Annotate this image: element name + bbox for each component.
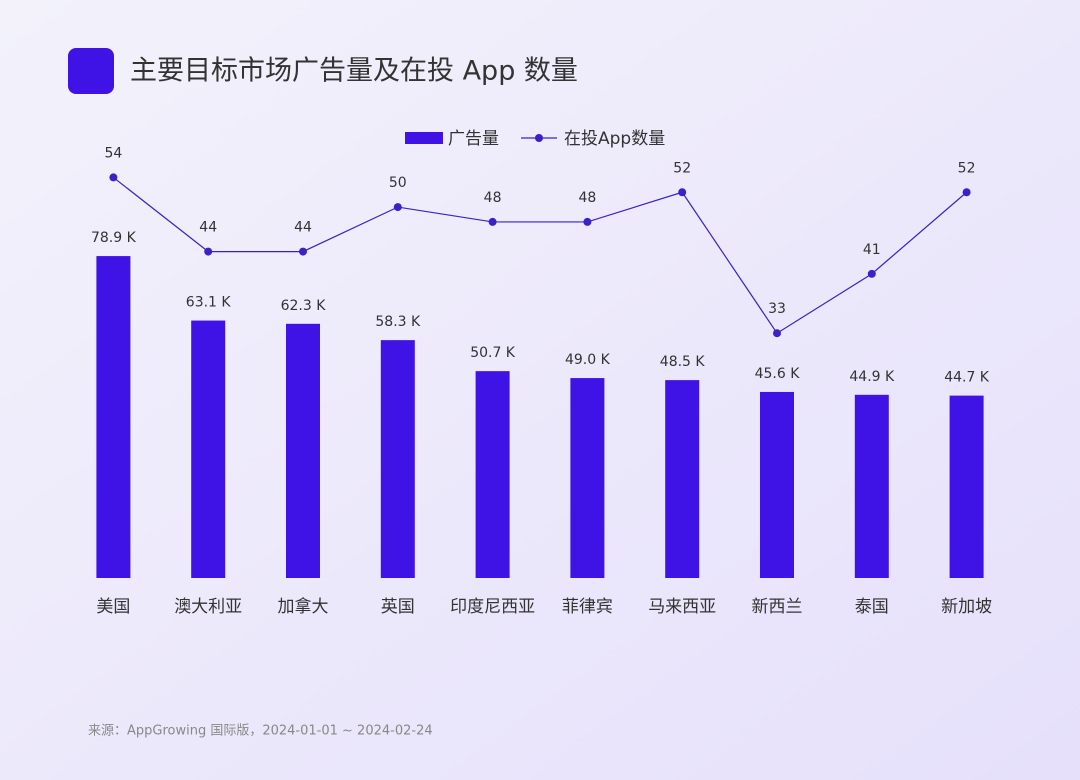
data-label: 44 [199, 220, 217, 236]
source-note: 来源：AppGrowing 国际版，2024-01-01 ~ 2024-02-2… [88, 724, 433, 739]
data-label: 50 [389, 175, 407, 191]
line-point [962, 188, 971, 197]
line-point [867, 269, 876, 278]
chart-title: 主要目标市场广告量及在投 App 数量 [130, 56, 578, 87]
bar [286, 323, 320, 578]
data-label: 54 [104, 145, 122, 161]
data-label: 44 [294, 220, 312, 236]
data-label: 48 [484, 190, 502, 206]
bar [949, 395, 984, 578]
legend-swatch [535, 134, 543, 142]
line-point [299, 247, 307, 256]
legend-swatch [405, 132, 443, 144]
x-tick-label: 美国 [96, 597, 130, 617]
data-label: 41 [863, 242, 881, 258]
line-point [678, 188, 687, 197]
line-point [773, 329, 781, 338]
data-label: 63.1 K [186, 295, 232, 311]
bar [475, 371, 510, 578]
legend-label: 在投App数量 [564, 129, 665, 149]
legend-label: 广告量 [448, 129, 499, 149]
x-tick-label: 加拿大 [278, 596, 329, 617]
bar [380, 340, 415, 578]
data-label: 58.3 K [375, 314, 421, 330]
title-icon [68, 48, 114, 94]
data-label: 78.9 K [91, 230, 137, 246]
x-tick-label: 新加坡 [941, 597, 992, 617]
line [113, 176, 967, 335]
data-label: 52 [958, 160, 976, 176]
x-tick-label: 澳大利亚 [174, 597, 242, 617]
bar [760, 391, 794, 578]
line-point [204, 247, 213, 256]
data-label: 48 [578, 190, 596, 206]
data-label: 49.0 K [565, 352, 611, 368]
data-label: 33 [768, 301, 786, 317]
bar [96, 256, 131, 578]
x-tick-label: 印度尼西亚 [450, 597, 535, 617]
bar [854, 394, 889, 578]
x-tick-label: 马来西亚 [648, 597, 716, 617]
data-label: 44.7 K [944, 370, 990, 386]
x-tick-label: 泰国 [855, 597, 889, 617]
data-label: 52 [673, 160, 691, 176]
line-point [109, 173, 118, 182]
data-label: 50.7 K [470, 345, 516, 361]
line-point [583, 217, 592, 226]
bar [665, 380, 700, 578]
data-label: 45.6 K [755, 366, 801, 382]
bar [191, 320, 226, 578]
bar [570, 378, 605, 578]
data-label: 48.5 K [660, 354, 706, 370]
x-tick-label: 英国 [381, 597, 415, 617]
line-point [393, 203, 402, 212]
data-label: 44.9 K [849, 369, 895, 385]
x-tick-label: 菲律宾 [562, 597, 613, 617]
data-label: 62.3 K [281, 298, 327, 314]
x-tick-label: 新西兰 [752, 597, 803, 617]
line-point [488, 217, 497, 226]
